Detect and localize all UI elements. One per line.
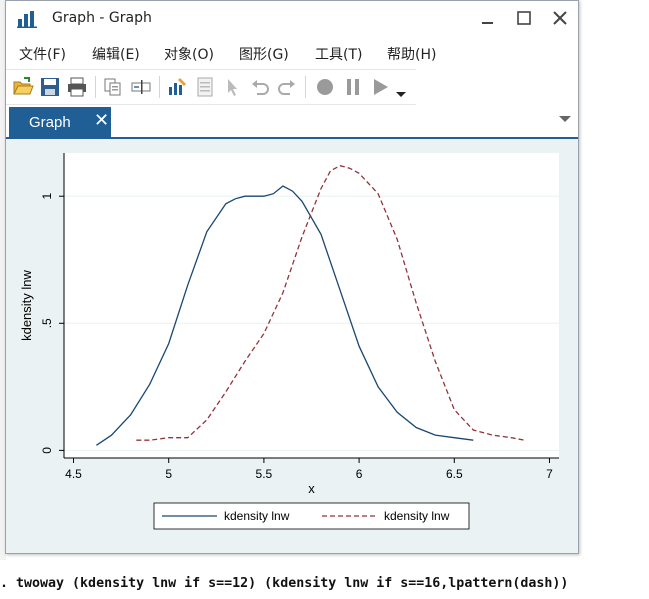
graph-canvas: 0 .5 1 4.5 5 5.5 6 6.5 7 x kdensity lnw kdensity ln…: [6, 139, 578, 553]
pointer-icon[interactable]: [222, 76, 244, 98]
title-bar[interactable]: Graph - Graph: [6, 1, 578, 37]
menu-help[interactable]: 帮助(H): [387, 47, 437, 63]
maximize-icon[interactable]: [510, 7, 538, 31]
stata-graph-app-icon: [17, 11, 37, 28]
pause-icon[interactable]: [342, 76, 364, 98]
y-tick-label: 1: [40, 193, 54, 200]
toolbar-separator: [95, 76, 96, 98]
x-tick-label: 6.5: [446, 467, 463, 481]
graph-window: Graph - Graph 文件(F) 编辑(E) 对象(O) 图形(G) 工具…: [5, 0, 579, 554]
series-line-2: [136, 165, 525, 441]
play-icon[interactable]: [369, 76, 391, 98]
x-tick-label: 5: [165, 467, 172, 481]
open-icon[interactable]: [12, 76, 34, 98]
series-line-1: [96, 185, 474, 446]
y-tick-label: .5: [40, 318, 54, 328]
tab-graph-label: Graph: [29, 114, 71, 131]
toolbar-separator: [305, 76, 306, 98]
x-axis-title: x: [308, 481, 315, 496]
menu-graph[interactable]: 图形(G): [239, 47, 289, 63]
copy-icon[interactable]: [102, 76, 124, 98]
close-icon[interactable]: [546, 7, 574, 31]
x-tick-label: 6: [356, 467, 363, 481]
data-editor-icon[interactable]: [194, 76, 216, 98]
rename-icon[interactable]: [130, 76, 152, 98]
kdensity-chart: 0 .5 1 4.5 5 5.5 6 6.5 7 x kdensity lnw kdensity ln…: [19, 153, 559, 530]
background-window-edge: [0, 0, 6, 560]
x-tick-label: 5.5: [256, 467, 273, 481]
x-tick-label: 4.5: [65, 467, 82, 481]
save-icon[interactable]: [39, 76, 61, 98]
dropdown-icon[interactable]: [394, 76, 408, 98]
tab-close-icon[interactable]: ✕: [94, 110, 110, 131]
menu-edit[interactable]: 编辑(E): [92, 47, 140, 63]
y-axis-title: kdensity lnw: [19, 269, 34, 340]
legend-label-2: kdensity lnw: [384, 509, 450, 523]
print-icon[interactable]: [66, 76, 88, 98]
record-icon[interactable]: [314, 76, 336, 98]
menu-file[interactable]: 文件(F): [19, 47, 66, 63]
toolbar: [6, 69, 416, 105]
graph-editor-icon[interactable]: [166, 76, 188, 98]
tab-bar: Graph ✕: [6, 105, 578, 139]
legend-label-1: kdensity lnw: [224, 509, 290, 523]
tab-list-chevron-down-icon[interactable]: [558, 114, 572, 124]
minimize-icon[interactable]: [474, 7, 502, 31]
redo-icon[interactable]: [276, 76, 298, 98]
undo-icon[interactable]: [249, 76, 271, 98]
tab-graph[interactable]: Graph ✕: [9, 107, 111, 137]
menu-tools[interactable]: 工具(T): [315, 47, 363, 63]
toolbar-separator: [159, 76, 160, 98]
plot-region: [64, 153, 559, 458]
window-title: Graph - Graph: [52, 10, 152, 26]
menu-bar: 文件(F) 编辑(E) 对象(O) 图形(G) 工具(T) 帮助(H): [6, 39, 578, 67]
menu-object[interactable]: 对象(O): [164, 47, 214, 63]
y-tick-label: 0: [40, 447, 54, 454]
x-tick-label: 7: [546, 467, 553, 481]
console-command: . twoway (kdensity lnw if s==12) (kdensi…: [0, 576, 569, 591]
